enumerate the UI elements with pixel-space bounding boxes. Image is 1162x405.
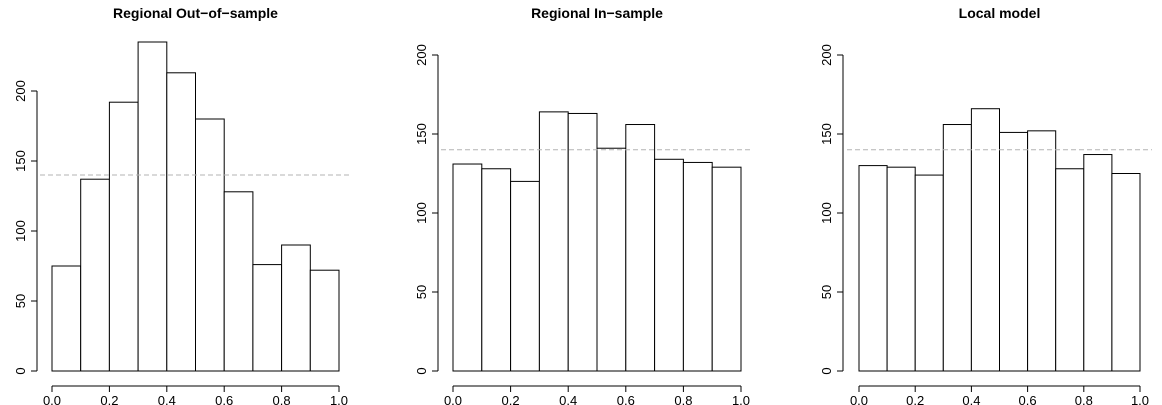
panel-2: Regional In−sample 0.0 0.2 0.4 0.6 0.8 1.0 0 50 1…	[414, 5, 753, 405]
y-tick-label: 0	[414, 367, 429, 374]
y-tick-label: 100	[819, 202, 834, 224]
histogram-bar	[596, 147, 627, 372]
y-tick-label: 0	[13, 367, 28, 374]
histogram-bar	[223, 191, 254, 372]
histogram-bar	[108, 101, 139, 372]
histogram-bar	[1111, 173, 1141, 372]
y-tick-label: 100	[414, 202, 429, 224]
x-tick-label: 0.4	[559, 393, 577, 405]
y-tick-label: 200	[13, 80, 28, 102]
x-tick-label: 0.6	[215, 393, 233, 405]
x-tick-label: 0.2	[502, 393, 520, 405]
x-tick-label: 0.0	[444, 393, 462, 405]
panel-3: Local model 0.0 0.2 0.4 0.6 0.8 1.0 0 50 100 150 20…	[819, 5, 1152, 405]
histogram-bar	[481, 168, 512, 372]
histogram-bar	[51, 265, 82, 372]
histogram-bar	[452, 163, 483, 372]
histogram-bar	[1055, 168, 1085, 372]
y-tick-label: 50	[819, 285, 834, 299]
histogram-bar	[510, 180, 540, 372]
histogram-bar	[1027, 130, 1057, 372]
x-tick-label: 1.0	[330, 393, 348, 405]
x-tick-label: 1.0	[1131, 393, 1149, 405]
panel-title: Regional Out−of−sample	[113, 5, 278, 21]
histogram-bar	[195, 118, 225, 372]
histogram-bar	[567, 112, 598, 372]
x-tick-label: 0.4	[962, 393, 980, 405]
histogram-bar	[999, 131, 1029, 372]
histogram-bar	[166, 72, 197, 372]
histogram-bar	[538, 111, 569, 372]
histogram-bar	[682, 161, 713, 372]
histogram-bar	[654, 158, 684, 372]
panel-title: Local model	[959, 5, 1041, 21]
histogram-bar	[914, 174, 944, 372]
histogram-bar	[970, 108, 1001, 372]
y-tick-label: 50	[414, 285, 429, 299]
y-tick-label: 50	[13, 294, 28, 308]
x-tick-label: 1.0	[732, 393, 750, 405]
histogram-bar	[309, 269, 340, 372]
histogram-bar	[1083, 154, 1113, 372]
panel-1: Regional Out−of−sample 0.0 0.2 0.4 0.6 0.8 1.0…	[13, 5, 351, 405]
x-tick-label: 0.8	[273, 393, 291, 405]
x-tick-label: 0.8	[1075, 393, 1093, 405]
y-tick-label: 150	[819, 123, 834, 145]
y-tick-label: 100	[13, 220, 28, 242]
x-tick-label: 0.2	[100, 393, 118, 405]
x-tick-label: 0.0	[43, 393, 61, 405]
histogram-bar	[858, 165, 888, 372]
histogram-bar	[942, 124, 972, 372]
x-tick-label: 0.6	[617, 393, 635, 405]
histogram-bar	[80, 178, 110, 372]
histogram-bar	[886, 166, 916, 372]
y-tick-label: 0	[819, 367, 834, 374]
histogram-bar	[252, 264, 283, 372]
y-tick-label: 200	[414, 44, 429, 66]
histogram-bar	[711, 166, 742, 372]
panel-title: Regional In−sample	[531, 5, 663, 21]
x-tick-label: 0.6	[1019, 393, 1037, 405]
y-tick-label: 200	[819, 44, 834, 66]
y-tick-label: 150	[13, 150, 28, 172]
histogram-bar	[625, 124, 656, 372]
x-tick-label: 0.2	[906, 393, 924, 405]
x-tick-label: 0.0	[850, 393, 868, 405]
histogram-bar	[137, 41, 168, 372]
histogram-bar	[281, 244, 311, 372]
x-tick-label: 0.8	[674, 393, 692, 405]
y-tick-label: 150	[414, 123, 429, 145]
x-tick-label: 0.4	[158, 393, 176, 405]
